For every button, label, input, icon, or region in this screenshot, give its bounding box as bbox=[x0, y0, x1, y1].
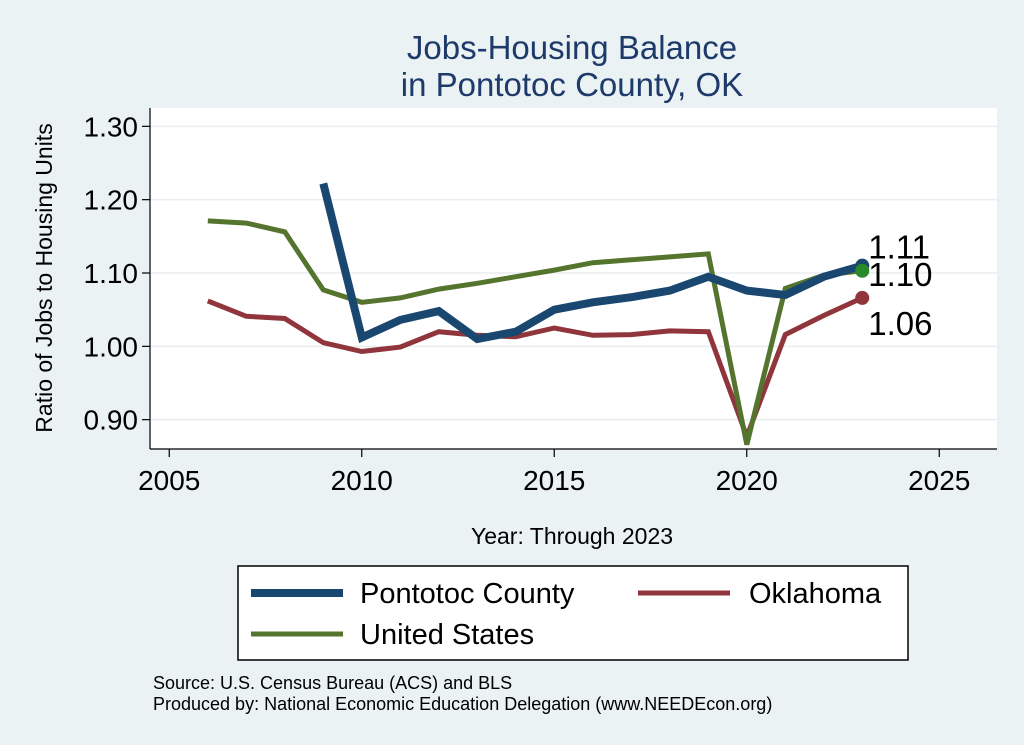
legend-box bbox=[237, 565, 909, 661]
legend-label: United States bbox=[360, 619, 534, 651]
legend: Pontotoc County Oklahoma United States bbox=[237, 565, 909, 661]
endpoint-marker bbox=[855, 263, 870, 278]
endpoint-label: 1.06 bbox=[868, 305, 932, 342]
endpoint-label: 1.11 bbox=[868, 229, 930, 266]
endpoint-label: 1.10 bbox=[868, 256, 932, 293]
y-tick-label: 0.90 bbox=[84, 405, 139, 436]
series-lines bbox=[206, 182, 864, 446]
plot-area bbox=[150, 108, 997, 449]
y-axis-title: Ratio of Jobs to Housing Units bbox=[31, 123, 57, 432]
y-tick-label: 1.00 bbox=[84, 331, 139, 362]
x-tick-label: 2010 bbox=[331, 465, 393, 496]
y-tick-label: 1.20 bbox=[84, 185, 139, 216]
chart-title-line-2: in Pontotoc County, OK bbox=[401, 66, 743, 103]
legend-label: Pontotoc County bbox=[360, 578, 575, 610]
chart-title-line-1: Jobs-Housing Balance bbox=[407, 29, 737, 66]
x-tick-label: 2005 bbox=[138, 465, 200, 496]
x-axis-title: Year: Through 2023 bbox=[471, 523, 673, 549]
produced-by-note: Produced by: National Economic Education… bbox=[153, 694, 772, 714]
x-tick-label: 2020 bbox=[716, 465, 778, 496]
source-note: Source: U.S. Census Bureau (ACS) and BLS bbox=[153, 673, 512, 693]
x-tick-label: 2015 bbox=[523, 465, 585, 496]
endpoints: 1.11 1.06 1.10 bbox=[855, 229, 932, 342]
series-line-0 bbox=[319, 182, 864, 344]
y-tick-label: 1.30 bbox=[84, 111, 139, 142]
y-tick-label: 1.10 bbox=[84, 258, 139, 289]
legend-label: Oklahoma bbox=[749, 578, 882, 610]
axes: 0.90 1.00 1.10 1.20 1.30 2005 2010 2015 2020 2025 bbox=[84, 108, 997, 496]
endpoint-marker bbox=[855, 290, 870, 305]
series-line-2 bbox=[207, 218, 863, 446]
x-tick-label: 2025 bbox=[908, 465, 970, 496]
